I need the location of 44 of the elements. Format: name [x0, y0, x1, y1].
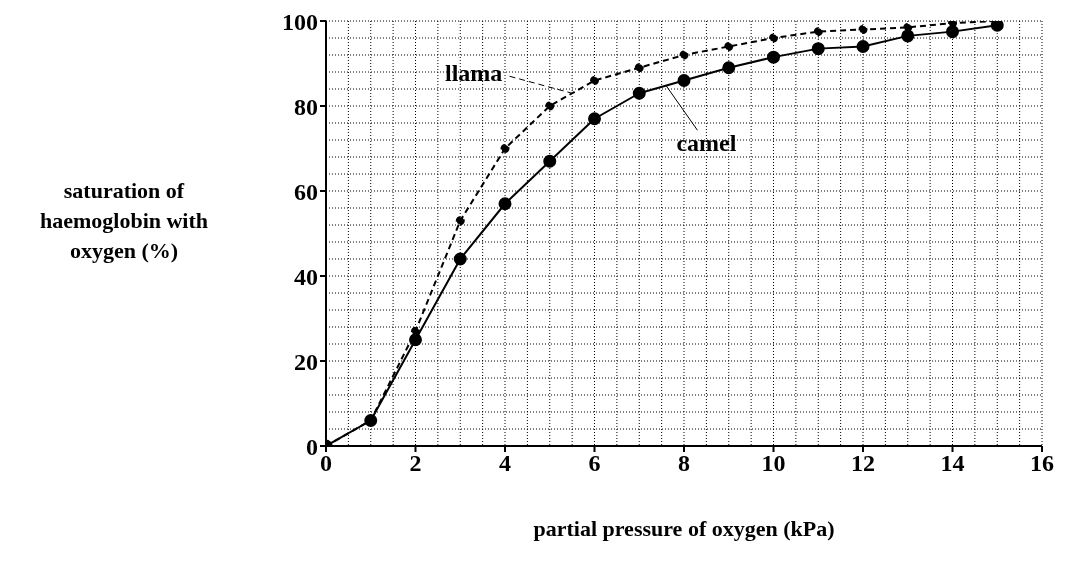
y-tick-label: 80 — [294, 93, 318, 120]
point — [901, 29, 915, 43]
point — [632, 86, 646, 100]
x-tick-label: 16 — [1030, 450, 1054, 477]
series-label: camel — [676, 130, 737, 157]
point — [946, 25, 959, 39]
point — [455, 216, 465, 226]
point — [769, 33, 778, 43]
y-tick-label: 100 — [282, 8, 318, 35]
point — [677, 74, 691, 87]
point — [545, 101, 555, 111]
y-tick-label: 20 — [294, 348, 318, 375]
x-tick-label: 12 — [851, 450, 875, 477]
point — [858, 25, 868, 34]
point — [409, 333, 422, 347]
x-tick-label: 14 — [940, 450, 965, 477]
point — [722, 61, 736, 75]
point — [500, 144, 510, 153]
x-tick-label: 6 — [588, 450, 601, 477]
point — [813, 27, 823, 37]
y-axis-title: saturation of haemoglobin with oxygen (%) — [38, 177, 210, 265]
point — [856, 40, 870, 53]
point — [588, 112, 601, 126]
point — [903, 22, 913, 32]
point — [634, 63, 644, 73]
x-tick-label: 10 — [761, 450, 786, 477]
x-tick-label: 2 — [409, 450, 422, 477]
point — [990, 21, 1004, 32]
point — [948, 21, 957, 28]
y-tick-label: 40 — [294, 263, 318, 290]
point — [679, 50, 689, 60]
point — [767, 50, 780, 64]
x-tick-label: 8 — [678, 450, 690, 477]
y-tick-label: 0 — [306, 433, 318, 460]
point — [811, 42, 825, 56]
x-axis-title: partial pressure of oxygen (kPa) — [533, 516, 835, 541]
legend-label: llama — [445, 59, 503, 86]
point — [453, 252, 467, 266]
y-tick-label: 60 — [294, 178, 318, 205]
point — [724, 42, 734, 51]
point — [498, 197, 512, 211]
point — [543, 154, 557, 168]
point — [590, 76, 599, 85]
x-tick-label: 4 — [499, 450, 511, 477]
